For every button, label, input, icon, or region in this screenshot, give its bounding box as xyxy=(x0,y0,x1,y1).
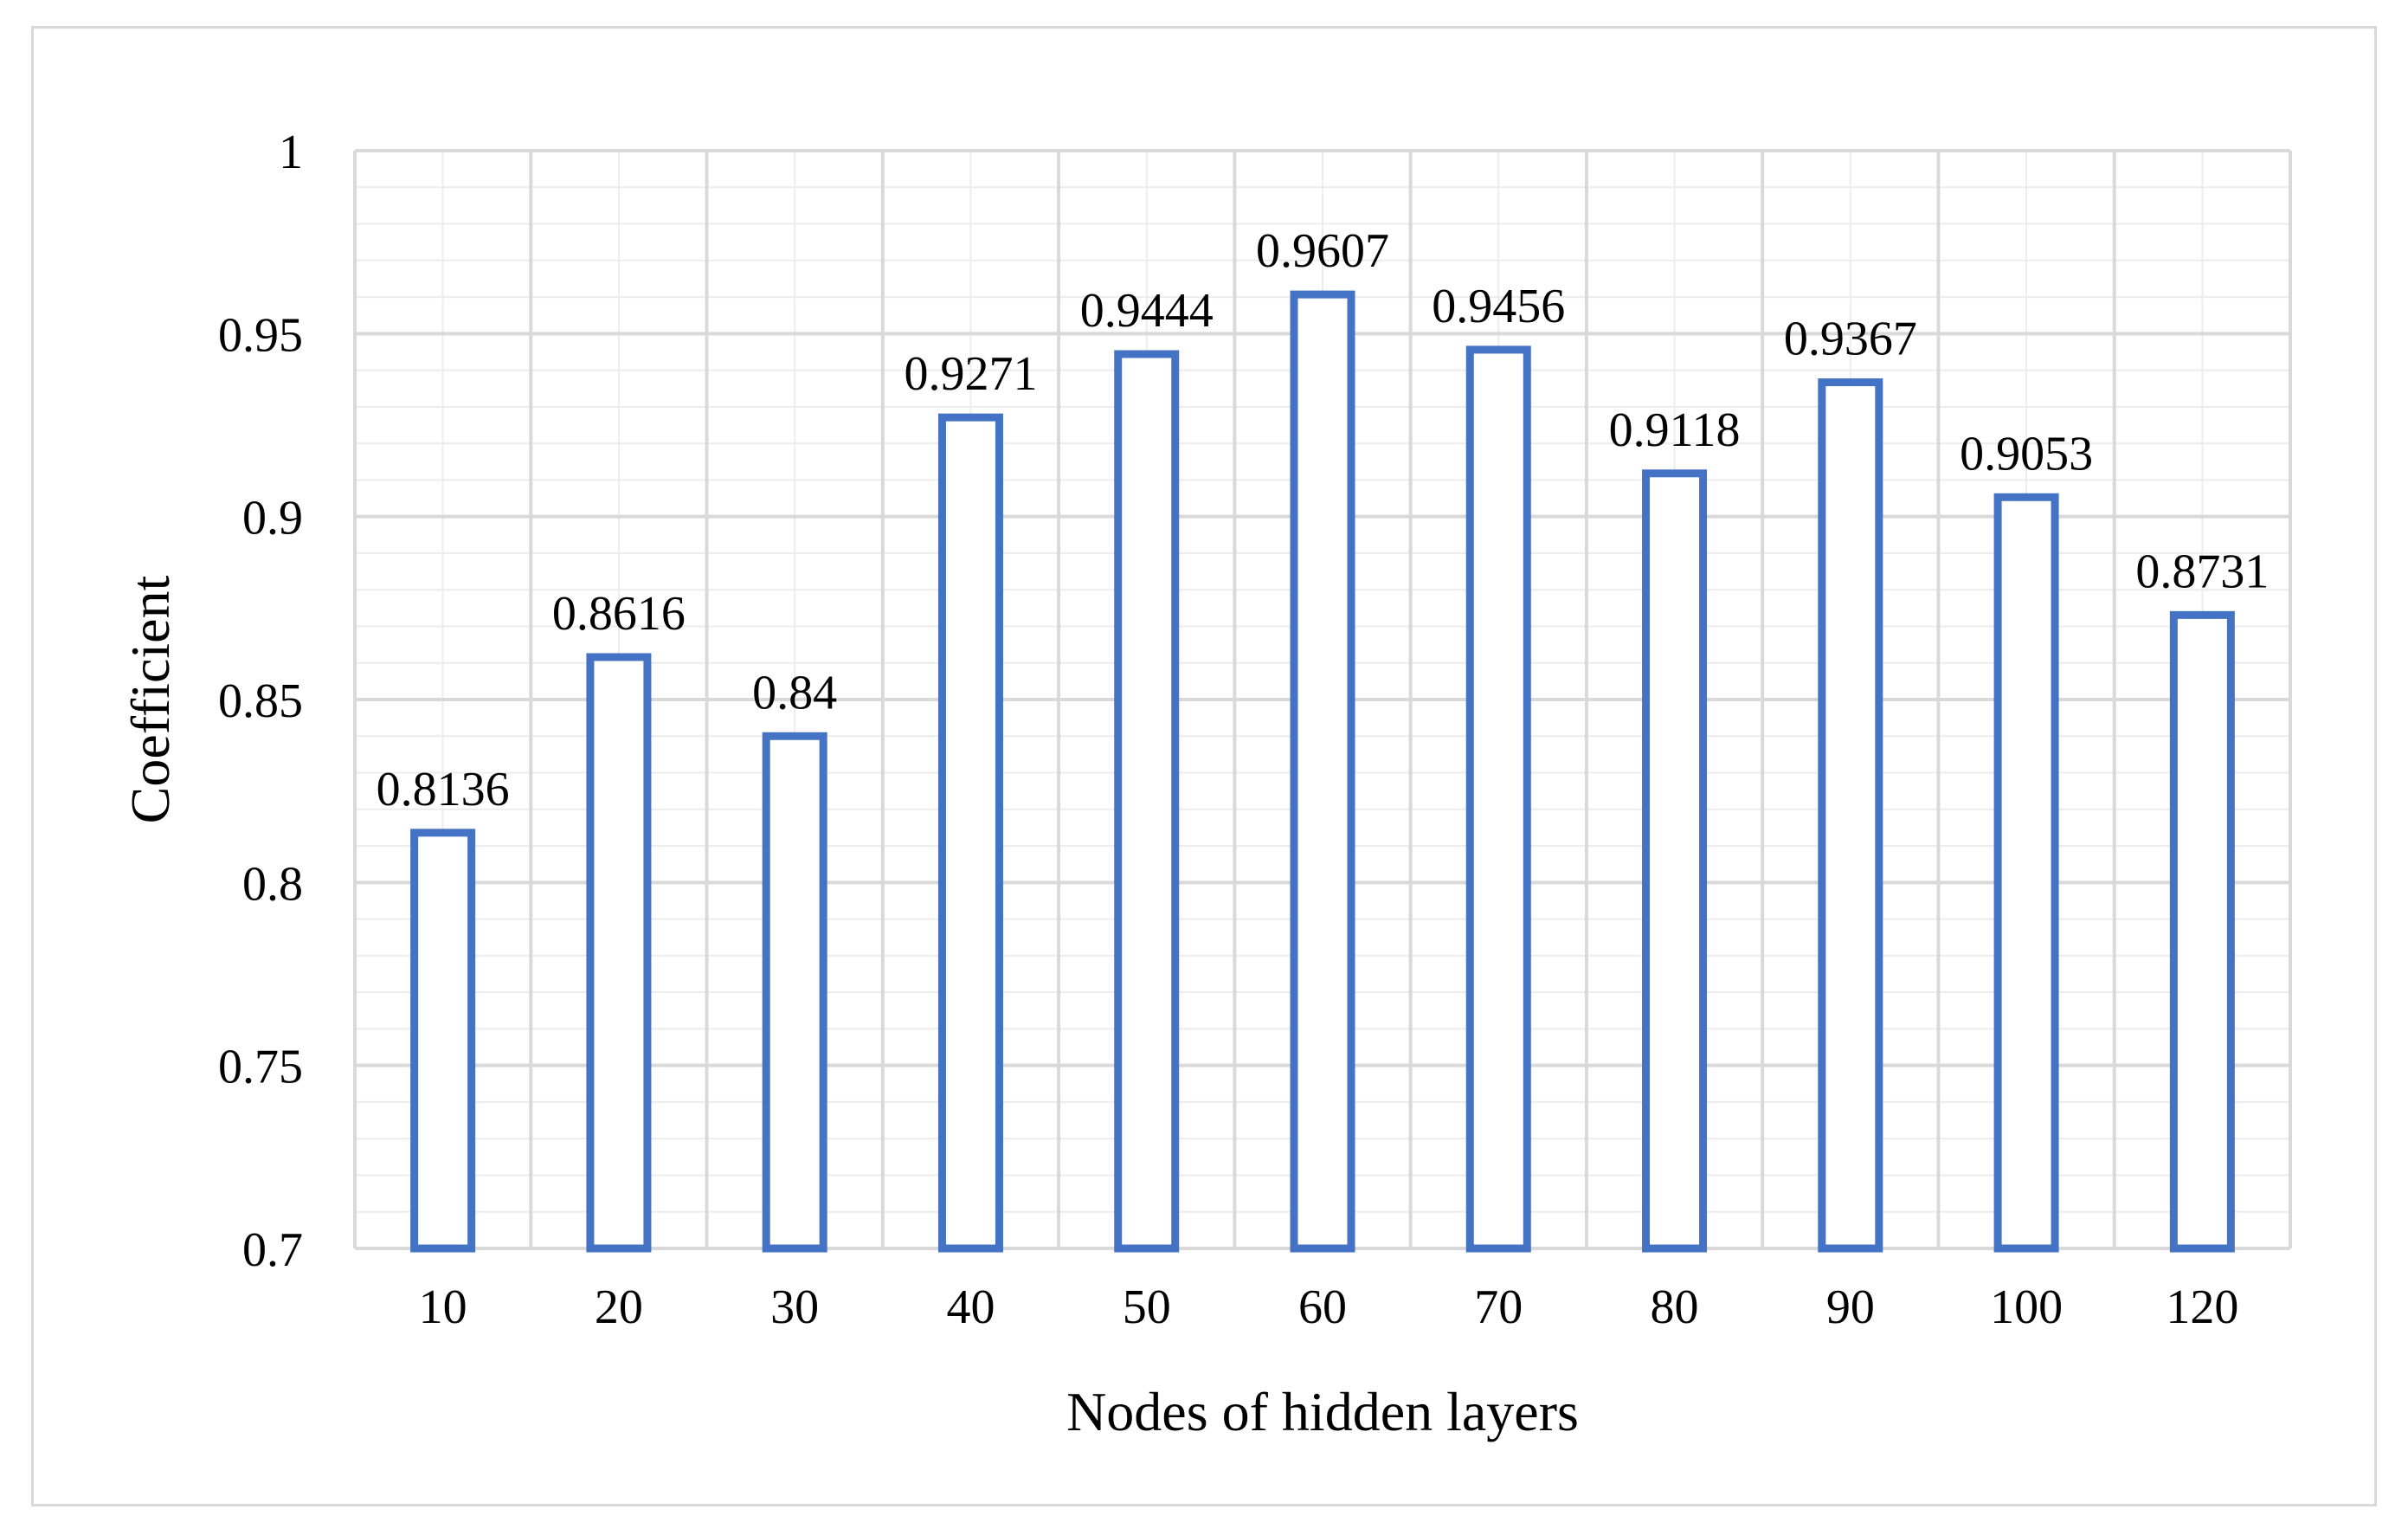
x-tick-label-40: 40 xyxy=(946,1280,995,1334)
x-tick-label-100: 100 xyxy=(1990,1280,2063,1334)
y-tick-label: 0.75 xyxy=(218,1041,303,1094)
data-labels: 0.8136 0.8616 0.84 0.9271 0.9444 0.9607 0.9456… xyxy=(377,224,2270,816)
x-axis-ticks: 10 20 30 40 50 60 70 80 90 100 120 xyxy=(419,1280,2239,1334)
data-label-30: 0.84 xyxy=(752,666,837,719)
x-tick-label-50: 50 xyxy=(1123,1280,1171,1334)
bars xyxy=(410,290,2235,1253)
data-label-100: 0.9053 xyxy=(1960,427,2093,480)
bar-80 xyxy=(1642,469,1708,1253)
bar-100 xyxy=(1993,493,2059,1253)
data-label-60: 0.9607 xyxy=(1256,224,1389,278)
bar-120 xyxy=(2169,610,2235,1253)
bar-50 xyxy=(1114,350,1180,1253)
y-tick-label: 0.7 xyxy=(242,1223,303,1277)
x-tick-label-70: 70 xyxy=(1474,1280,1523,1334)
y-tick-label: 0.8 xyxy=(242,857,303,911)
data-label-120: 0.8731 xyxy=(2135,545,2269,598)
x-tick-label-30: 30 xyxy=(770,1280,819,1334)
chart-frame xyxy=(31,26,2377,1506)
x-tick-label-20: 20 xyxy=(595,1280,643,1334)
y-tick-label: 1 xyxy=(279,126,303,179)
data-label-80: 0.9118 xyxy=(1609,403,1741,457)
y-axis-ticks: 0.7 0.75 0.8 0.85 0.9 0.95 1 xyxy=(218,126,303,1277)
x-tick-label-80: 80 xyxy=(1651,1280,1699,1334)
x-tick-label-60: 60 xyxy=(1298,1280,1347,1334)
bar-60 xyxy=(1290,290,1355,1253)
bar-30 xyxy=(762,732,827,1253)
x-tick-label-90: 90 xyxy=(1826,1280,1875,1334)
bar-40 xyxy=(937,413,1003,1253)
data-label-90: 0.9367 xyxy=(1784,313,1917,366)
bar-20 xyxy=(586,653,652,1253)
y-tick-label: 0.95 xyxy=(218,308,303,362)
x-tick-label-120: 120 xyxy=(2166,1280,2238,1334)
bar-90 xyxy=(1818,378,1883,1253)
x-tick-label-10: 10 xyxy=(419,1280,467,1334)
bar-10 xyxy=(410,829,476,1253)
x-axis-title: Nodes of hidden layers xyxy=(1066,1381,1579,1442)
data-label-40: 0.9271 xyxy=(904,347,1037,401)
y-tick-label: 0.9 xyxy=(242,492,303,545)
y-axis-title: Coefficient xyxy=(119,575,181,823)
data-label-20: 0.8616 xyxy=(552,587,686,641)
y-tick-label: 0.85 xyxy=(218,674,303,728)
data-label-70: 0.9456 xyxy=(1432,280,1565,333)
data-label-10: 0.8136 xyxy=(377,763,510,816)
bar-70 xyxy=(1465,345,1531,1253)
data-label-50: 0.9444 xyxy=(1080,284,1214,338)
